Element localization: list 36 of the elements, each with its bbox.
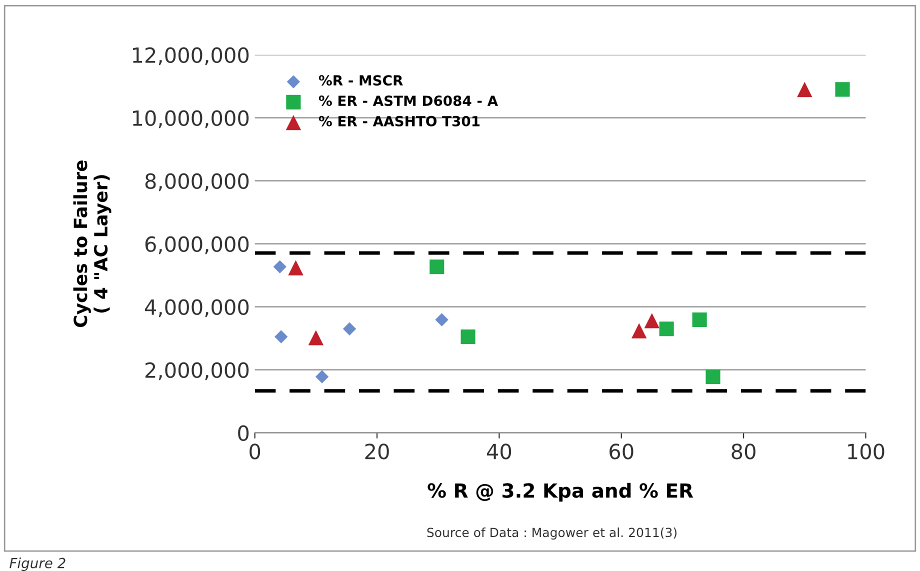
point	[692, 312, 707, 328]
legend-label: % ER - AASHTO T301	[318, 116, 480, 126]
point	[308, 330, 324, 346]
point	[315, 370, 329, 384]
y-tick-label: 8,000,000	[145, 173, 249, 192]
x-axis-title: % R @ 3.2 Kpa and % ER	[428, 482, 694, 502]
point	[706, 369, 720, 384]
caption: Figure 2	[10, 558, 66, 571]
y-tick-label: 4,000,000	[144, 299, 249, 318]
point	[631, 323, 647, 338]
source-note: Source of Data : Magower et al. 2011(3)	[427, 527, 676, 540]
point	[835, 82, 850, 97]
point	[435, 313, 448, 326]
point	[342, 322, 356, 336]
point	[274, 330, 288, 344]
point	[797, 82, 812, 98]
point	[288, 260, 304, 276]
y-axis-title: Cycles to Failure ( 4 "AC Layer)	[73, 160, 112, 328]
legend-label: %R - MSCR	[318, 75, 403, 86]
x-tick-label: 0	[250, 444, 260, 460]
point	[273, 260, 286, 274]
y-tick-label: 0	[238, 425, 249, 442]
y-tick-label: 2,000,000	[145, 362, 249, 380]
point	[644, 313, 660, 328]
point	[460, 329, 476, 344]
x-tick-label: 100	[848, 444, 884, 460]
x-tick-label: 60	[610, 444, 634, 460]
x-tick-label: 40	[486, 444, 512, 460]
y-tick-label: 10,000,000	[132, 110, 249, 128]
y-tick-label: 6,000,000	[145, 236, 249, 254]
y-tick-label: 12,000,000	[132, 47, 249, 66]
x-tick-label: 20	[365, 444, 389, 460]
legend-label: % ER - ASTM D6084 - A	[318, 96, 498, 106]
x-tick-label: 80	[732, 444, 756, 460]
point	[659, 322, 674, 336]
point	[430, 260, 444, 274]
